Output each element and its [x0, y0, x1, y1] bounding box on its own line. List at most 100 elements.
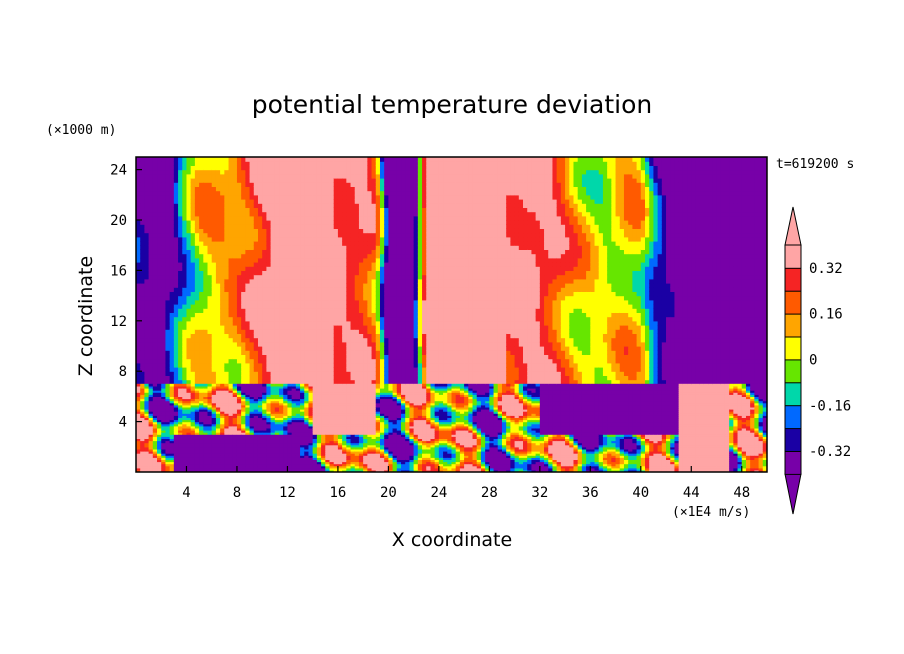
contour-cell: [279, 392, 284, 395]
contour-cell: [312, 304, 318, 309]
contour-cell: [207, 207, 213, 213]
contour-cell: [236, 413, 242, 416]
contour-cell: [169, 440, 175, 444]
contour-cell: [211, 463, 217, 467]
contour-cell: [329, 419, 335, 423]
contour-cell: [266, 448, 272, 452]
contour-cell: [337, 182, 343, 187]
contour-cell: [245, 325, 251, 330]
contour-cell: [291, 461, 297, 465]
contour-cell: [136, 178, 141, 183]
contour-cell: [211, 444, 217, 448]
contour-cell: [207, 390, 213, 393]
contour-cell: [245, 423, 251, 427]
contour-cell: [304, 190, 310, 196]
contour-cell: [148, 467, 154, 471]
contour-cell: [333, 329, 339, 334]
contour-cell: [291, 419, 297, 423]
contour-cell: [287, 385, 293, 389]
contour-cell: [283, 461, 289, 465]
contour-cell: [228, 278, 234, 284]
contour-cell: [262, 346, 268, 351]
contour-cell: [169, 402, 175, 406]
contour-cell: [291, 444, 297, 448]
contour-cell: [312, 358, 318, 364]
contour-cell: [228, 350, 234, 355]
contour-cell: [287, 161, 293, 166]
contour-cell: [253, 457, 259, 460]
contour-cell: [165, 417, 171, 421]
contour-cell: [308, 262, 314, 267]
contour-cell: [245, 467, 251, 471]
contour-cell: [279, 398, 284, 402]
contour-cell: [350, 423, 356, 427]
contour-cell: [337, 362, 343, 368]
contour-cell: [249, 249, 255, 255]
contour-cell: [161, 236, 167, 242]
contour-cell: [136, 182, 141, 187]
contour-cell: [190, 425, 196, 429]
contour-cell: [182, 157, 188, 162]
contour-cell: [173, 406, 179, 410]
contour-cell: [182, 278, 188, 284]
contour-cell: [207, 299, 213, 305]
contour-cell: [136, 415, 141, 418]
contour-cell: [329, 350, 335, 355]
contour-cell: [337, 173, 343, 179]
contour-cell: [312, 367, 318, 372]
contour-cell: [203, 409, 209, 412]
contour-cell: [342, 436, 347, 439]
contour-cell: [249, 333, 255, 339]
contour-cell: [321, 308, 326, 313]
contour-cell: [186, 304, 192, 309]
contour-cell: [152, 341, 158, 347]
contour-cell: [300, 430, 305, 433]
contour-cell: [140, 291, 146, 297]
contour-cell: [199, 320, 204, 326]
contour-cell: [157, 444, 162, 448]
contour-cell: [169, 249, 175, 255]
contour-cell: [274, 455, 280, 458]
contour-cell: [279, 320, 284, 326]
contour-cell: [274, 190, 280, 196]
contour-cell: [321, 392, 326, 395]
contour-cell: [207, 415, 213, 418]
contour-cell: [157, 461, 162, 465]
contour-cell: [308, 295, 314, 301]
contour-cell: [325, 388, 331, 391]
contour-cell: [279, 448, 284, 452]
contour-cell: [329, 283, 335, 288]
contour-cell: [270, 341, 276, 347]
contour-cell: [173, 385, 179, 389]
contour-cell: [148, 236, 154, 242]
contour-cell: [346, 444, 352, 448]
contour-cell: [169, 207, 175, 213]
contour-cell: [245, 371, 251, 376]
contour-cell: [220, 249, 225, 255]
contour-cell: [152, 457, 158, 460]
contour-cell: [274, 173, 280, 179]
contour-cell: [308, 291, 314, 297]
contour-cell: [236, 465, 242, 469]
contour-cell: [337, 232, 343, 238]
contour-cell: [295, 346, 301, 351]
contour-cell: [304, 423, 310, 427]
contour-cell: [182, 465, 188, 469]
contour-cell: [140, 451, 146, 454]
contour-cell: [262, 469, 268, 472]
contour-cell: [203, 406, 209, 410]
contour-cell: [262, 427, 268, 431]
contour-cell: [169, 262, 175, 267]
contour-cell: [274, 262, 280, 267]
contour-cell: [283, 446, 289, 450]
contour-cell: [321, 415, 326, 418]
contour-cell: [316, 228, 322, 234]
contour-cell: [308, 232, 314, 238]
contour-cell: [215, 375, 221, 381]
contour-cell: [266, 390, 272, 393]
contour-cell: [215, 169, 221, 175]
contour-cell: [194, 257, 200, 263]
contour-cell: [253, 312, 259, 318]
contour-cell: [228, 419, 234, 423]
contour-cell: [283, 436, 289, 439]
